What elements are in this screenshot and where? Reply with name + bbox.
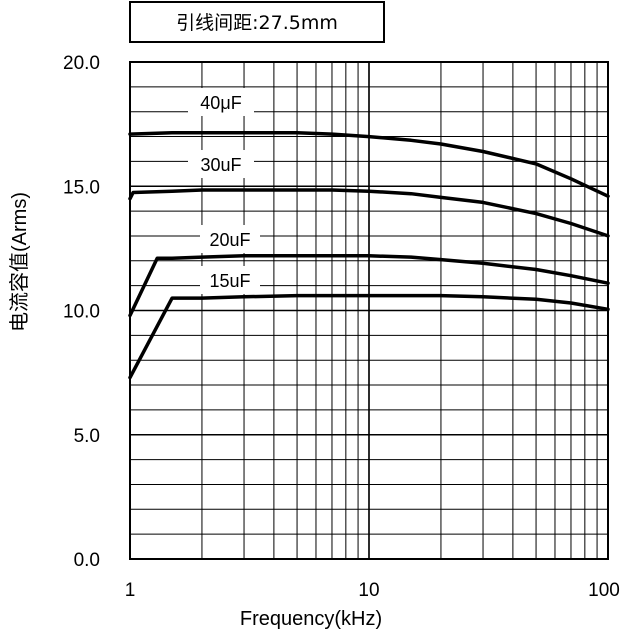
series-label-bg [188,88,254,116]
y-tick-label: 0.0 [74,550,100,571]
x-tick-label: 100 [588,580,620,601]
y-axis-title: 电流容值(Arms) [8,192,31,332]
series-label-0: 40μF [200,93,241,113]
series-line-0 [128,131,610,198]
header-box-frame [129,1,385,43]
series-label-bg [200,266,260,294]
series-label-2: 20uF [209,230,250,250]
grid [130,62,608,559]
x-axis-title: Frequency(kHz) [240,608,382,630]
series-label-3: 15uF [209,271,250,291]
series-curves [128,131,610,380]
series-label-bg [200,225,260,253]
y-tick-label: 20.0 [63,53,100,74]
series-line-2 [128,254,610,318]
series-label-bg [188,150,254,178]
tick-labels: 0.0 5.0 10.0 15.0 20.0 1 10 100 [63,53,620,601]
series-label-1: 30uF [200,155,241,175]
spacing-label: 引线间距:27.5mm [176,12,338,34]
series-line-3 [128,293,610,380]
plot-frame [129,61,609,560]
series-line-1 [128,188,610,238]
header-box: 引线间距:27.5mm [129,1,385,43]
series-labels: 40μF 30uF 20uF 15uF [188,88,260,294]
y-tick-label: 5.0 [74,426,100,447]
x-tick-label: 1 [125,580,136,601]
y-tick-label: 10.0 [63,302,100,323]
y-tick-label: 15.0 [63,177,100,198]
x-tick-label: 10 [358,580,379,601]
